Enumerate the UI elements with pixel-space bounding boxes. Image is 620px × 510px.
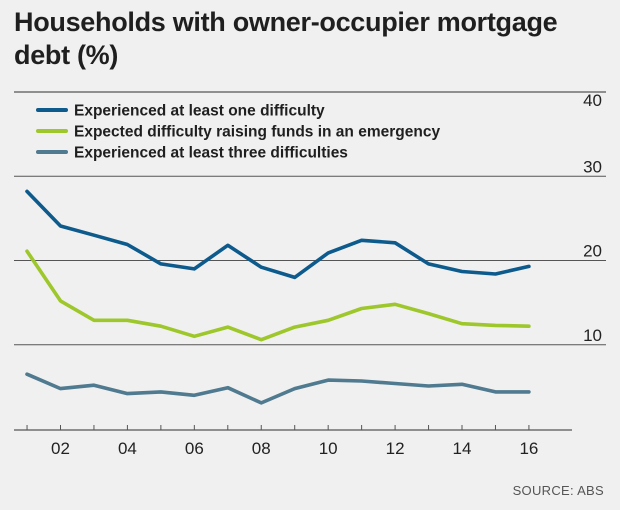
y-tick-label: 40 xyxy=(583,91,602,110)
series-lines xyxy=(25,189,531,405)
x-tick-label: 08 xyxy=(252,439,271,458)
chart-title: Households with owner-occupier mortgage … xyxy=(14,7,558,70)
legend-item: Expected difficulty raising funds in an … xyxy=(36,124,440,141)
legend-item: Experienced at least one difficulty xyxy=(36,103,325,120)
x-tick-label: 02 xyxy=(51,439,70,458)
gridlines xyxy=(14,91,606,346)
source-note: SOURCE: ABS xyxy=(512,483,604,498)
series-line-2 xyxy=(25,249,531,342)
legend: Experienced at least one difficulty Expec… xyxy=(36,103,440,162)
legend-label: Expected difficulty raising funds in an … xyxy=(74,124,440,141)
x-tick-label: 06 xyxy=(185,439,204,458)
legend-label: Experienced at least one difficulty xyxy=(74,103,325,120)
series-line-3 xyxy=(25,372,531,405)
series-line-1 xyxy=(25,189,531,280)
x-axis-ticks: 02 04 06 08 10 12 14 16 xyxy=(14,425,572,458)
x-tick-label: 04 xyxy=(118,439,137,458)
legend-label: Experienced at least three difficulties xyxy=(74,145,348,162)
y-tick-label: 20 xyxy=(583,242,602,261)
x-tick-label: 14 xyxy=(453,439,472,458)
x-tick-label: 16 xyxy=(519,439,538,458)
x-tick-label: 12 xyxy=(386,439,405,458)
y-tick-label: 10 xyxy=(583,326,602,345)
legend-item: Experienced at least three difficulties xyxy=(36,145,348,162)
y-axis-ticks: 10 20 30 40 xyxy=(583,91,602,345)
y-tick-label: 30 xyxy=(583,157,602,176)
x-tick-label: 10 xyxy=(319,439,338,458)
